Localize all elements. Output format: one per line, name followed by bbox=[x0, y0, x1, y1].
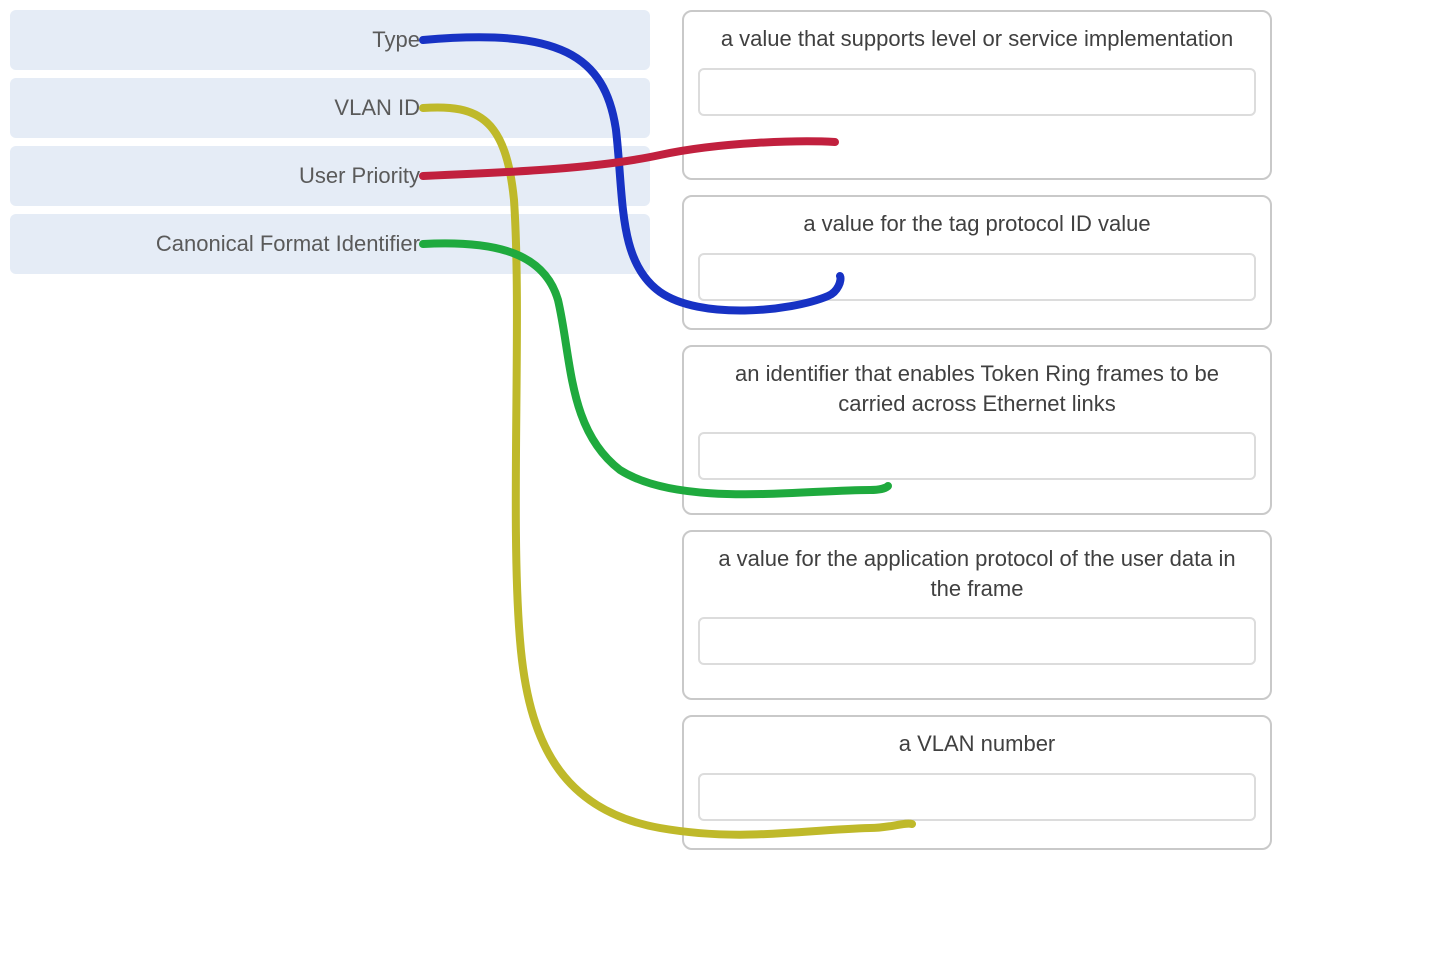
matching-diagram: Type VLAN ID User Priority Canonical For… bbox=[0, 0, 1440, 979]
left-item-label: User Priority bbox=[299, 163, 420, 189]
card-text: a VLAN number bbox=[899, 729, 1056, 759]
drop-slot[interactable] bbox=[698, 68, 1256, 116]
drop-slot[interactable] bbox=[698, 773, 1256, 821]
left-item-user-priority[interactable]: User Priority bbox=[10, 146, 650, 206]
card-text: a value that supports level or service i… bbox=[721, 24, 1233, 54]
drop-slot[interactable] bbox=[698, 617, 1256, 665]
right-card-service-implementation: a value that supports level or service i… bbox=[682, 10, 1272, 180]
left-item-label: VLAN ID bbox=[334, 95, 420, 121]
left-item-label: Type bbox=[372, 27, 420, 53]
right-card-application-protocol: a value for the application protocol of … bbox=[682, 530, 1272, 700]
right-card-token-ring: an identifier that enables Token Ring fr… bbox=[682, 345, 1272, 515]
right-card-tag-protocol: a value for the tag protocol ID value bbox=[682, 195, 1272, 330]
left-item-type[interactable]: Type bbox=[10, 10, 650, 70]
left-item-label: Canonical Format Identifier bbox=[156, 231, 420, 257]
left-item-cfi[interactable]: Canonical Format Identifier bbox=[10, 214, 650, 274]
drop-slot[interactable] bbox=[698, 253, 1256, 301]
left-item-vlan-id[interactable]: VLAN ID bbox=[10, 78, 650, 138]
drop-slot[interactable] bbox=[698, 432, 1256, 480]
card-text: a value for the application protocol of … bbox=[704, 544, 1250, 603]
right-card-vlan-number: a VLAN number bbox=[682, 715, 1272, 850]
card-text: an identifier that enables Token Ring fr… bbox=[704, 359, 1250, 418]
card-text: a value for the tag protocol ID value bbox=[803, 209, 1150, 239]
